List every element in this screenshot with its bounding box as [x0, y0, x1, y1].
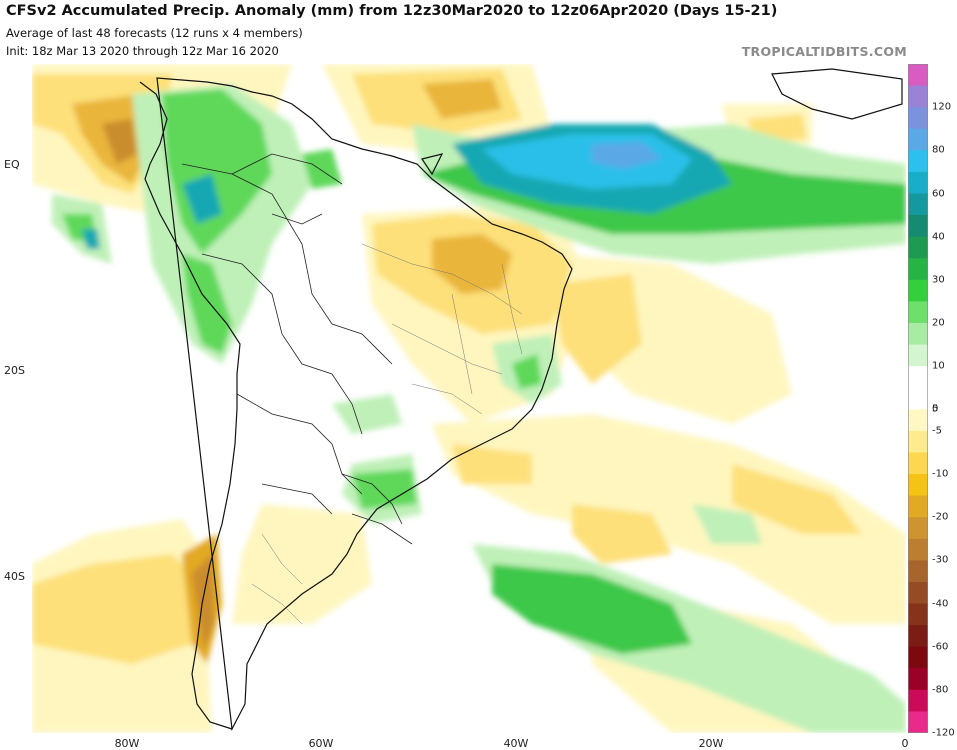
lon-label-20w: 20W — [698, 737, 724, 750]
colorbar-tick-label: -5 — [932, 425, 942, 437]
colorbar-tick-label: 20 — [932, 317, 945, 329]
lon-label-40w: 40W — [503, 737, 529, 750]
colorbar-swatch — [908, 452, 928, 475]
colorbar — [908, 64, 928, 733]
colorbar-tick-label: -60 — [932, 641, 949, 653]
colorbar-swatch — [908, 322, 928, 346]
lon-label-0: 0 — [901, 737, 909, 750]
colorbar-swatch — [908, 711, 928, 733]
colorbar-swatch — [908, 236, 928, 259]
colorbar-swatch — [908, 193, 928, 216]
lon-label-80w: 80W — [114, 737, 140, 750]
brand-watermark[interactable]: TROPICALTIDBITS.COM — [741, 44, 907, 59]
colorbar-tick-label: 10 — [932, 360, 945, 372]
country-borders — [181, 153, 413, 545]
colorbar-tick-label: 60 — [932, 188, 945, 199]
colorbar-swatch — [908, 625, 928, 648]
colorbar-swatch — [908, 64, 928, 87]
lon-label-60w: 60W — [308, 737, 334, 750]
colorbar-swatch — [908, 495, 928, 518]
colorbar-swatch — [908, 430, 928, 453]
colorbar-tick-label: 0 — [932, 403, 939, 415]
colorbar-swatch — [908, 171, 928, 194]
precip-anomaly-map — [32, 64, 906, 733]
colorbar-swatch — [908, 215, 928, 238]
lat-label-40s: 40S — [4, 570, 25, 583]
anomaly-fields — [32, 64, 906, 733]
colorbar-tick-label: 5 — [932, 403, 939, 415]
colorbar-tick-label: -20 — [932, 511, 949, 523]
colorbar-swatch — [908, 409, 928, 432]
colorbar-swatch — [908, 107, 928, 130]
colorbar-swatch — [908, 517, 928, 540]
colorbar-tick-label: -40 — [932, 598, 949, 609]
chart-subtitle-ensemble: Average of last 48 forecasts (12 runs x … — [6, 26, 303, 40]
chart-title: CFSv2 Accumulated Precip. Anomaly (mm) f… — [6, 3, 778, 19]
colorbar-swatch — [908, 668, 928, 691]
colorbar-swatch — [908, 150, 928, 173]
colorbar-tick-label: 40 — [932, 231, 945, 243]
chart-subtitle-init: Init: 18z Mar 13 2020 through 12z Mar 16… — [6, 44, 279, 58]
colorbar-swatch — [908, 387, 928, 410]
colorbar-swatch — [908, 128, 928, 151]
colorbar-swatch — [908, 344, 928, 367]
colorbar-border — [908, 64, 928, 733]
colorbar-swatch — [908, 474, 928, 497]
colorbar-swatch — [908, 279, 928, 302]
colorbar-swatch — [908, 560, 928, 583]
state-borders — [251, 243, 523, 625]
lat-label-20s: 20S — [4, 364, 25, 377]
colorbar-swatch — [908, 581, 928, 605]
colorbar-tick-label: -80 — [932, 684, 949, 696]
lat-label-eq: EQ — [4, 158, 20, 171]
colorbar-tick-label: 30 — [932, 274, 945, 286]
colorbar-swatch — [908, 366, 928, 389]
colorbar-swatch — [908, 85, 928, 108]
colorbar-swatch — [908, 689, 928, 712]
colorbar-tick-label: 120 — [932, 101, 952, 113]
colorbar-swatch — [908, 538, 928, 561]
colorbar-swatch — [908, 603, 928, 626]
colorbar-tick-label: -30 — [932, 554, 949, 566]
colorbar-swatch — [908, 301, 928, 324]
colorbar-tick-label: -120 — [932, 727, 955, 739]
coastlines-and-borders — [139, 68, 903, 732]
colorbar-swatch — [908, 258, 928, 281]
colorbar-swatch — [908, 646, 928, 669]
colorbar-tick-label: -10 — [932, 468, 949, 480]
colorbar-tick-label: 80 — [932, 144, 945, 156]
